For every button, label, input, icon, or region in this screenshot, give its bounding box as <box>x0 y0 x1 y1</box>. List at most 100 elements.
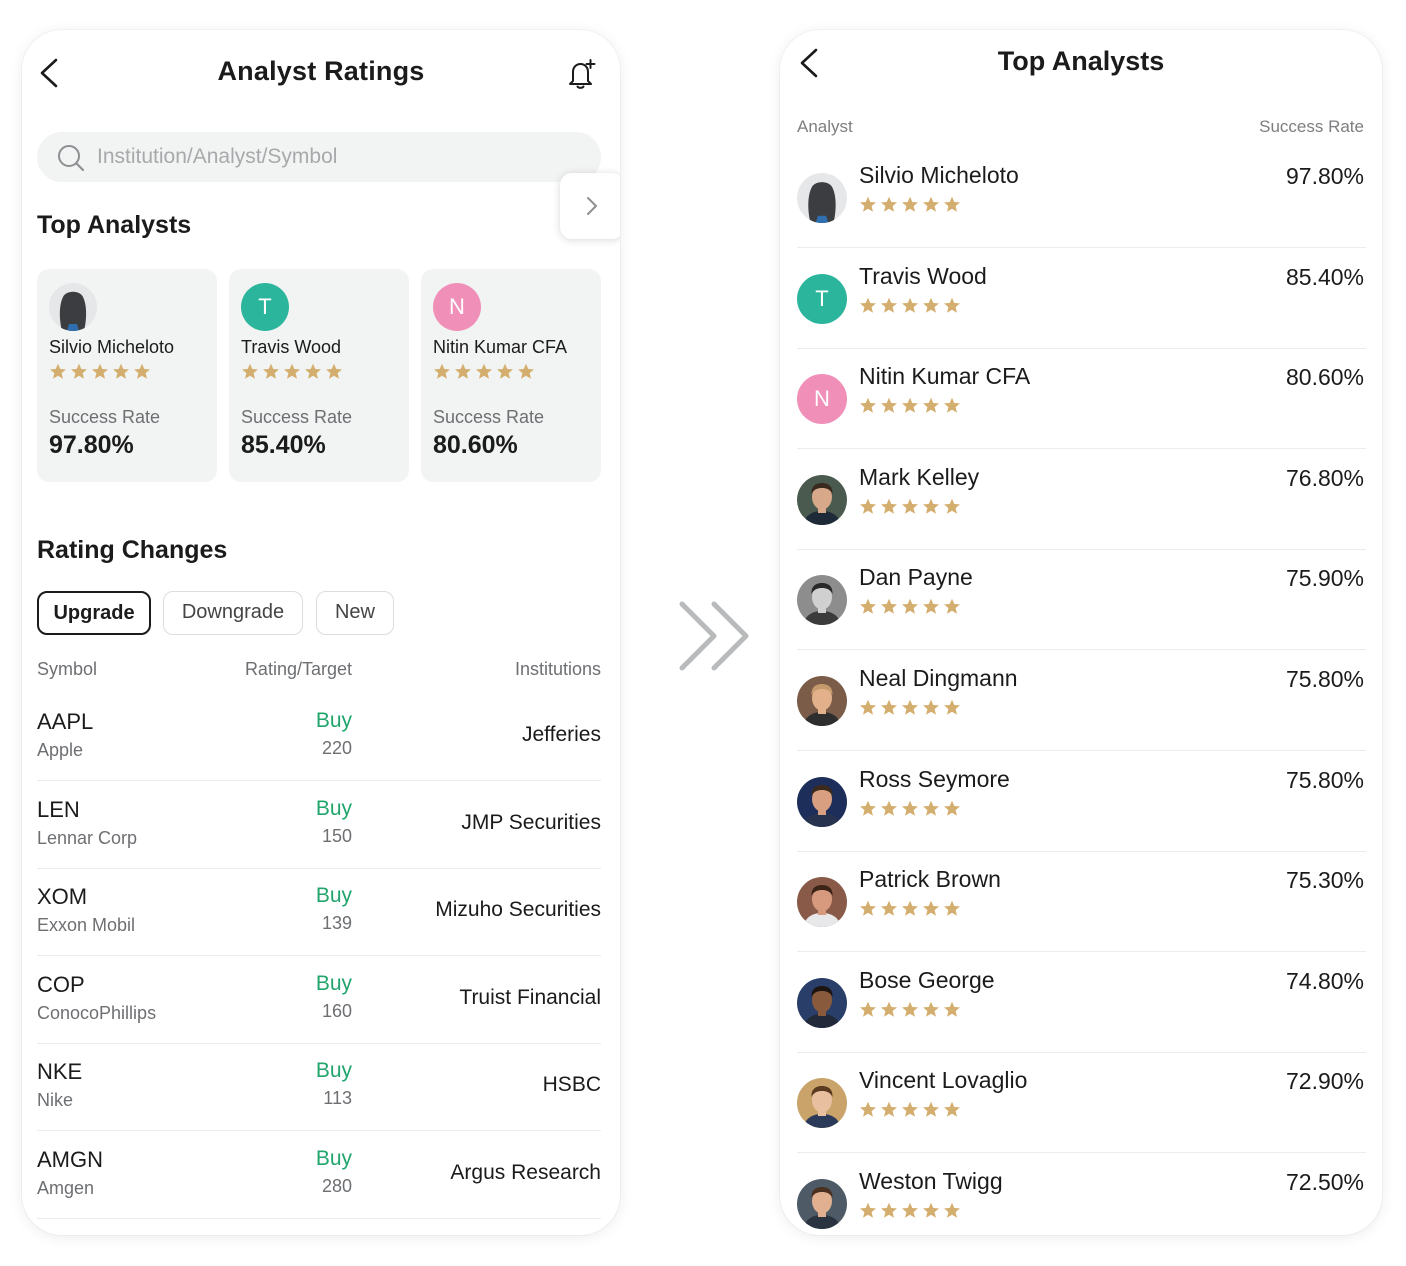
avatar-letter: T <box>241 283 289 331</box>
price-target: 280 <box>321 1176 352 1196</box>
filter-downgrade[interactable]: Downgrade <box>163 591 303 635</box>
rating-change-row[interactable]: COP ConocoPhillips Buy 160 Truist Financial <box>37 956 601 1044</box>
star-rating <box>433 363 535 380</box>
analyst-row[interactable]: Dan Payne 75.90% <box>797 550 1366 651</box>
star-icon <box>860 1202 876 1218</box>
avatar <box>797 1078 847 1129</box>
star-icon <box>944 498 960 514</box>
analyst-row[interactable]: Weston Twigg 72.50% <box>797 1154 1366 1235</box>
avatar <box>797 877 847 928</box>
analyst-row[interactable]: Mark Kelley 76.80% <box>797 450 1366 550</box>
analyst-name: Dan Payne <box>859 564 973 591</box>
rating-change-row[interactable]: XOM Exxon Mobil Buy 139 Mizuho Securities <box>37 868 601 957</box>
analyst-row[interactable]: Ross Seymore 75.80% <box>797 752 1366 852</box>
star-icon <box>923 699 939 715</box>
analyst-card[interactable]: N Nitin Kumar CFA Success Rate 80.60% <box>421 269 601 482</box>
star-icon <box>242 363 258 379</box>
star-icon <box>860 1001 876 1017</box>
back-button[interactable] <box>796 46 824 80</box>
analyst-card[interactable]: T Travis Wood Success Rate 85.40% <box>229 269 409 482</box>
star-rating <box>241 363 343 380</box>
page-title: Top Analysts <box>997 46 1165 76</box>
filter-new[interactable]: New <box>316 591 394 635</box>
filter-upgrade[interactable]: Upgrade <box>37 591 151 635</box>
alert-button[interactable] <box>566 58 596 90</box>
star-icon <box>263 363 279 379</box>
institution: HSBC <box>542 1073 601 1097</box>
star-icon <box>881 1102 897 1118</box>
star-rating <box>859 297 961 314</box>
rating-change-row[interactable]: NKE Nike Buy 113 HSBC <box>37 1043 601 1132</box>
next-button[interactable] <box>560 173 620 239</box>
success-rate-value: 72.90% <box>1285 1068 1364 1095</box>
analyst-row[interactable]: T Travis Wood 85.40% <box>797 249 1366 349</box>
avatar: T <box>797 273 847 324</box>
analyst-name: Silvio Micheloto <box>859 162 1019 188</box>
avatar <box>49 283 97 331</box>
star-icon <box>902 297 918 313</box>
star-rating <box>859 196 961 213</box>
star-icon <box>923 800 939 816</box>
analyst-row[interactable]: Silvio Micheloto 97.80% <box>797 148 1366 248</box>
star-icon <box>923 397 939 413</box>
star-icon <box>881 297 897 313</box>
star-icon <box>923 498 939 514</box>
star-icon <box>923 900 939 916</box>
analyst-row[interactable]: Patrick Brown 75.30% <box>797 852 1366 953</box>
search-bar[interactable] <box>37 132 601 182</box>
star-icon <box>860 800 876 816</box>
star-rating <box>859 498 961 515</box>
star-icon <box>944 397 960 413</box>
institution: Truist Financial <box>459 985 601 1009</box>
double-chevron-right-icon <box>679 601 749 671</box>
company-name: Exxon Mobil <box>37 915 136 936</box>
star-rating <box>859 397 961 414</box>
star-icon <box>881 196 897 212</box>
success-rate-value: 85.40% <box>241 431 326 459</box>
symbol: COP <box>37 971 85 997</box>
analyst-card[interactable]: Silvio Micheloto Success Rate 97.80% <box>37 269 217 482</box>
analyst-row[interactable]: Neal Dingmann 75.80% <box>797 651 1366 751</box>
success-rate-value: 97.80% <box>1285 163 1364 189</box>
rating-change-row[interactable]: AMGN Amgen Buy 280 Argus Research <box>37 1131 601 1219</box>
avatar-letter: T <box>797 273 847 324</box>
star-icon <box>881 498 897 514</box>
back-button[interactable] <box>36 56 64 90</box>
star-icon <box>860 397 876 413</box>
star-icon <box>944 297 960 313</box>
symbol: LEN <box>37 796 80 822</box>
star-icon <box>284 363 300 379</box>
rating-change-row[interactable]: AAPL Apple Buy 220 Jefferies <box>37 693 601 781</box>
analyst-row[interactable]: N Nitin Kumar CFA 80.60% <box>797 349 1366 450</box>
silhouette-avatar-icon <box>49 283 97 331</box>
star-icon <box>902 1102 918 1118</box>
silhouette-avatar-icon <box>797 173 847 223</box>
photo-avatar-icon <box>797 575 847 626</box>
star-icon <box>860 699 876 715</box>
photo-avatar-icon <box>797 1078 847 1129</box>
star-icon <box>944 1202 960 1218</box>
institution: Mizuho Securities <box>435 898 601 922</box>
company-name: Nike <box>37 1090 74 1111</box>
analyst-row[interactable]: Bose George 74.80% <box>797 953 1366 1053</box>
star-icon <box>923 599 939 615</box>
star-icon <box>902 599 918 615</box>
search-input[interactable] <box>97 132 577 182</box>
column-header-institutions: Institutions <box>514 659 601 679</box>
price-target: 113 <box>323 1088 352 1109</box>
column-header-success-rate: Success Rate <box>1259 117 1364 136</box>
star-icon <box>902 699 918 715</box>
photo-avatar-icon <box>797 776 847 827</box>
page-title: Analyst Ratings <box>217 56 425 86</box>
star-icon <box>881 699 897 715</box>
top-analysts-screen: Top Analysts Analyst Success Rate Silvio… <box>780 30 1382 1235</box>
rating-change-row[interactable]: LEN Lennar Corp Buy 150 JMP Securities <box>37 781 601 869</box>
avatar: T <box>241 283 289 331</box>
analyst-row[interactable]: Vincent Lovaglio 72.90% <box>797 1053 1366 1154</box>
analyst-name: Mark Kelley <box>859 463 980 490</box>
analyst-name: Patrick Brown <box>859 866 1001 893</box>
symbol: XOM <box>37 884 88 910</box>
success-rate-value: 74.80% <box>1285 967 1364 994</box>
rating: Buy <box>315 709 352 732</box>
star-icon <box>923 196 939 212</box>
